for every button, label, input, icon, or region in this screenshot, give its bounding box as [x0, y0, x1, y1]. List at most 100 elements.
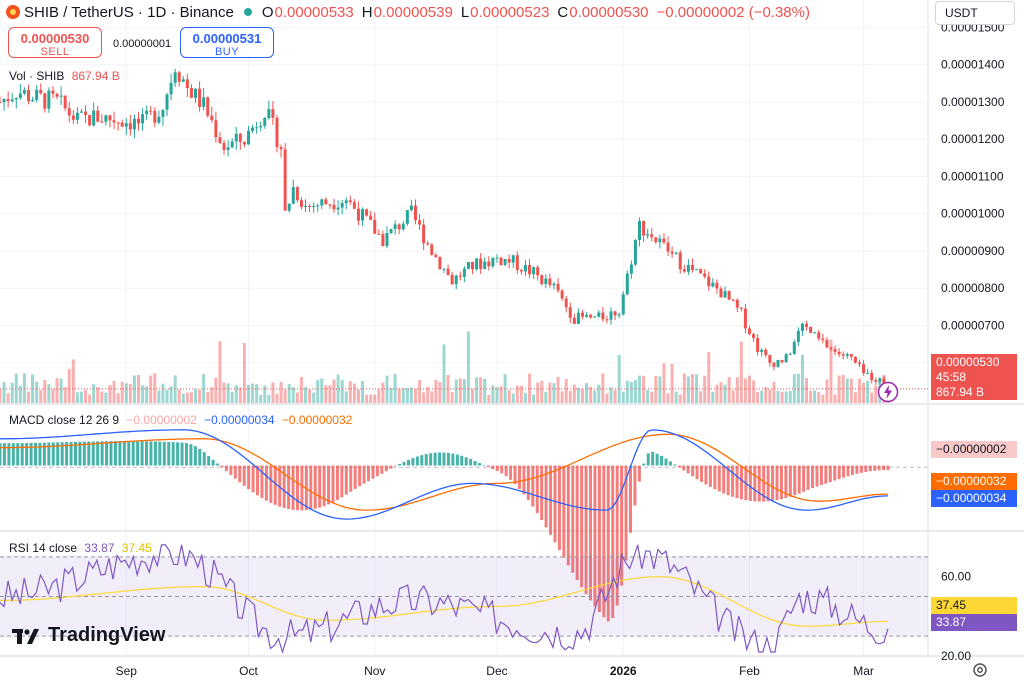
volume-bar: [145, 386, 149, 403]
macd-histogram-bar: [25, 443, 29, 466]
close-key: C: [557, 3, 569, 21]
volume-bar: [487, 394, 491, 403]
candle-body: [772, 362, 776, 367]
candle-body: [633, 239, 637, 265]
currency-select[interactable]: USDT: [935, 1, 1015, 25]
macd-histogram-bar: [282, 465, 286, 508]
price-axis[interactable]: 0.000015000.000014000.000013000.00001200…: [941, 20, 1005, 663]
macd-histogram-bar: [91, 441, 95, 466]
volume-bar: [711, 391, 715, 403]
volume-bar: [259, 394, 263, 403]
macd-histogram-bar: [646, 453, 650, 466]
gear-icon[interactable]: [972, 662, 988, 683]
candle-body: [271, 109, 275, 118]
macd-histogram-bar: [318, 465, 322, 508]
rsi-label: 33.87: [931, 614, 1017, 631]
candle-body: [132, 118, 136, 130]
macd-histogram-bar: [739, 465, 743, 500]
volume-bar: [413, 388, 417, 403]
macd-histogram-bar: [295, 465, 299, 511]
volume-bar: [805, 378, 809, 403]
candle-body: [658, 238, 662, 243]
tradingview-logo[interactable]: TradingView: [12, 624, 165, 647]
candle-body: [511, 255, 515, 263]
volume-bar: [817, 392, 821, 403]
macd-histogram-bar: [819, 465, 823, 486]
candle-body: [805, 323, 809, 327]
symbol-title[interactable]: SHIB / TetherUS · 1D · Binance: [24, 3, 234, 21]
volume-bar: [678, 394, 682, 403]
candle-body: [792, 341, 796, 354]
rsi-tick-label: 60.00: [941, 570, 971, 584]
macd-histogram-bar: [540, 465, 544, 521]
macd-histogram-bar: [100, 441, 104, 466]
volume-bar: [654, 375, 658, 403]
macd-histogram-bar: [362, 465, 366, 484]
candle-body: [104, 115, 108, 122]
candle-body: [784, 354, 788, 363]
volume-bar: [589, 386, 593, 403]
macd-histogram-bar: [131, 441, 135, 466]
macd-histogram-bar: [113, 441, 117, 466]
volume-bar: [279, 381, 283, 403]
macd-histogram-bar: [87, 441, 91, 466]
volume-bar: [181, 393, 185, 403]
macd-histogram-bar: [486, 465, 490, 468]
close-value: 0.00000530: [569, 3, 649, 21]
candle-body: [727, 291, 731, 300]
candle-body: [625, 273, 629, 295]
volume-bar: [646, 389, 650, 403]
volume-bar: [222, 382, 226, 403]
macd-histogram-bar: [242, 465, 246, 486]
volume-bar: [503, 374, 507, 403]
volume-legend[interactable]: Vol · SHIB 867.94 B: [9, 69, 120, 83]
volume-bar: [226, 383, 230, 403]
macd-legend-signal: −0.00000032: [281, 413, 353, 427]
rsi-legend-ma: 37.45: [121, 541, 152, 555]
candle-body: [365, 209, 369, 216]
volume-bar: [462, 379, 466, 403]
macd-histogram-bar: [20, 443, 24, 466]
rsi-ma-label: 37.45: [931, 597, 1017, 614]
volume-bar: [458, 378, 462, 403]
high-key: H: [361, 3, 373, 21]
candle-body: [393, 224, 397, 230]
buy-button[interactable]: 0.00000531 BUY: [180, 27, 274, 58]
sell-button[interactable]: 0.00000530 SELL: [8, 27, 102, 58]
macd-histogram-bar: [193, 446, 197, 466]
rsi-legend[interactable]: RSI 14 close 33.87 37.45: [9, 541, 152, 555]
volume-bar: [381, 382, 385, 403]
volume-bar: [613, 390, 617, 403]
candle-body: [255, 127, 259, 129]
candle-body: [373, 219, 377, 234]
time-axis[interactable]: Sep Oct Nov Dec 2026 Feb Mar: [116, 664, 874, 678]
volume-bar: [418, 379, 422, 403]
lightning-icon[interactable]: [877, 381, 899, 403]
macd-histogram-bar: [189, 444, 193, 466]
macd-histogram-bar: [202, 452, 206, 466]
candle-body: [495, 257, 499, 259]
macd-histogram-bar: [442, 452, 446, 466]
candle-body: [222, 142, 226, 150]
candle-body: [796, 330, 800, 342]
macd-signal-line: [0, 433, 889, 511]
macd-histogram-bar: [611, 465, 615, 618]
macd-histogram-bar: [859, 465, 863, 473]
buy-label: BUY: [214, 46, 240, 58]
candle-body: [605, 319, 609, 321]
macd-histogram-bar: [748, 465, 752, 501]
candle-body: [723, 291, 727, 298]
macd-legend[interactable]: MACD close 12 26 9 −0.00000002 −0.000000…: [9, 413, 352, 427]
macd-histogram-bar: [380, 465, 384, 474]
volume-bar: [556, 376, 560, 403]
candle-body: [642, 221, 646, 236]
candle-body: [263, 118, 267, 126]
macd-histogram-bar: [358, 465, 362, 487]
volume-bar: [784, 391, 788, 403]
candle-body: [857, 362, 861, 365]
time-tick-label: Mar: [853, 664, 874, 678]
candle-body: [780, 359, 784, 363]
candle-body: [540, 275, 544, 285]
macd-histogram-bar: [269, 465, 273, 503]
